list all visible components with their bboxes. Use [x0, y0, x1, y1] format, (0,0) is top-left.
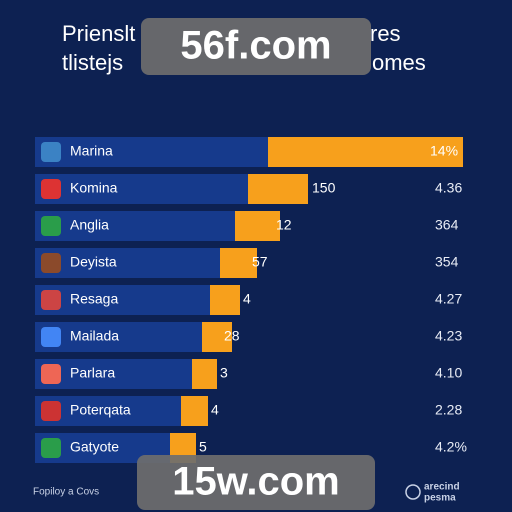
footer-right-1: arecind	[424, 482, 460, 493]
side-value: 364	[435, 217, 459, 233]
row-band	[35, 359, 192, 389]
row-icon	[41, 179, 61, 199]
bar-label: 14%	[430, 143, 458, 159]
side-value: 4.2%	[435, 439, 467, 455]
footer-logo	[405, 484, 421, 500]
row-name: Poterqata	[70, 402, 131, 418]
title-line2: tlistejs	[62, 50, 123, 75]
watermark-box	[141, 18, 371, 75]
row-band	[35, 174, 248, 204]
bar-label: 12	[276, 217, 292, 233]
footer-right-2: pesma	[424, 493, 456, 504]
bar	[235, 211, 280, 241]
watermark: 15w.com	[172, 460, 339, 504]
side-value: 4.36	[435, 180, 462, 196]
side-value: 4.23	[435, 328, 462, 344]
row-band	[35, 248, 220, 278]
row-name: Resaga	[70, 291, 118, 307]
bar-label: 57	[252, 254, 268, 270]
side-value: 2.28	[435, 402, 462, 418]
bar-label: 28	[224, 328, 240, 344]
watermark: 56f.com	[180, 24, 331, 68]
side-value: 354	[435, 254, 459, 270]
bar	[220, 248, 257, 278]
title-line1: Prienslt	[62, 21, 135, 46]
bar	[248, 174, 308, 204]
row-band	[35, 137, 268, 167]
bar-label: 4	[211, 402, 219, 418]
row-icon	[41, 327, 61, 347]
row-icon	[41, 142, 61, 162]
bar-label: 4	[243, 291, 251, 307]
bar	[181, 396, 208, 426]
row-name: Gatyote	[70, 439, 119, 455]
row-icon	[41, 438, 61, 458]
bar-label: 5	[199, 439, 207, 455]
side-value: 4.10	[435, 365, 462, 381]
row-name: Marina	[70, 143, 113, 159]
row-icon	[41, 364, 61, 384]
row-band	[35, 285, 210, 315]
footer-left: Fopiloy a Covs	[33, 487, 99, 498]
row-name: Komina	[70, 180, 118, 196]
row-name: Anglia	[70, 217, 109, 233]
row-icon	[41, 216, 61, 236]
row-icon	[41, 401, 61, 421]
title-line2-end: omes	[372, 50, 426, 75]
bar	[192, 359, 217, 389]
watermark-box	[137, 455, 375, 510]
row-band	[35, 211, 235, 241]
bar-label: 3	[220, 365, 228, 381]
row-name: Parlara	[70, 365, 115, 381]
row-band	[35, 322, 202, 352]
row-name: Deyista	[70, 254, 117, 270]
row-icon	[41, 253, 61, 273]
rows: Marina 14% Komina 150 4.36 Anglia 12 364 Deyista…	[35, 137, 467, 463]
bar-label: 150	[312, 180, 336, 196]
row-icon	[41, 290, 61, 310]
bar	[210, 285, 240, 315]
side-value: 4.27	[435, 291, 462, 307]
bar	[268, 137, 463, 167]
title-line1-end: res	[370, 21, 401, 46]
bar	[202, 322, 232, 352]
row-name: Mailada	[70, 328, 119, 344]
